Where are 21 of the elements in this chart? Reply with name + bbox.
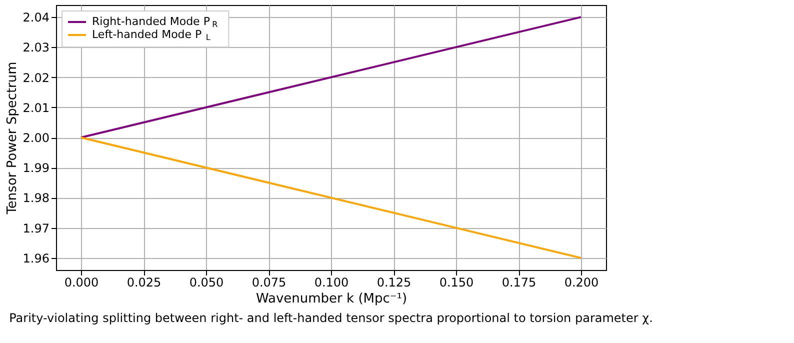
x-tick-label: 0.125 (376, 276, 412, 290)
y-tick-label: 2.00 (22, 131, 50, 145)
y-tick-label: 2.04 (22, 10, 50, 25)
text: Parity-violating splitting between right- and left-handed tensor spectra proportional to torsion parameter χ. (9, 311, 653, 325)
x-tick-label: 0.100 (314, 276, 349, 290)
y-tick-label: 2.02 (22, 70, 50, 85)
x-tick-label: 0.175 (502, 276, 536, 290)
x-tick-label: 0.150 (439, 276, 474, 290)
y-tick-label: 1.97 (22, 221, 50, 236)
y-tick-label: 1.99 (22, 161, 50, 176)
x-tick-label: 0.075 (252, 276, 286, 290)
y-tick-label: 2.01 (22, 100, 50, 115)
x-tick-label: 0.025 (126, 276, 162, 290)
y-tick-label: 2.03 (22, 40, 50, 55)
y-tick-label: 1.98 (22, 191, 50, 206)
y-tick-label: 1.96 (22, 251, 50, 266)
y-axis-title: Tensor Power Spectrum (4, 62, 20, 216)
x-tick-label: 0.050 (189, 276, 224, 290)
x-axis-title: Wavenumber k (Mpc⁻¹) (256, 292, 408, 306)
x-tick-label: 0.000 (64, 276, 99, 290)
x-tick-label: 0.200 (564, 276, 599, 290)
